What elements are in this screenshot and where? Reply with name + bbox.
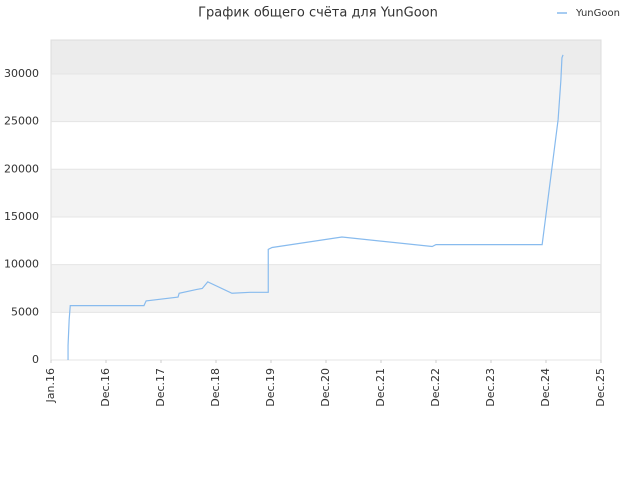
x-tick-label: Jan.16: [44, 368, 57, 403]
x-tick-label: Dec.21: [374, 368, 387, 407]
y-tick-label: 5000: [11, 305, 39, 318]
y-tick-label: 20000: [4, 162, 39, 175]
y-tick-label: 15000: [4, 210, 39, 223]
grid-band: [51, 264, 601, 313]
y-tick-label: 0: [32, 353, 39, 366]
x-tick-label: Dec.17: [154, 368, 167, 407]
x-tick-label: Dec.19: [264, 368, 277, 407]
x-tick-label: Dec.24: [539, 368, 552, 407]
x-tick-label: Dec.18: [209, 368, 222, 407]
series-line: [67, 54, 564, 360]
x-tick-label: Dec.23: [484, 368, 497, 407]
x-tick-label: Dec.22: [429, 368, 442, 407]
x-tick-label: Dec.16: [99, 368, 112, 407]
grid-band: [51, 312, 601, 360]
chart-title: График общего счёта для YunGoon: [198, 6, 438, 21]
grid-band: [51, 73, 601, 122]
x-tick-label: Dec.20: [319, 368, 332, 407]
y-tick-label: 25000: [4, 115, 39, 128]
legend-label: YunGoon: [575, 8, 620, 19]
grid-band: [51, 40, 601, 74]
grid-band: [51, 216, 601, 265]
x-tick-label: Dec.25: [594, 368, 607, 407]
grid-band: [51, 121, 601, 170]
y-tick-label: 10000: [4, 258, 39, 271]
y-tick-label: 30000: [4, 67, 39, 80]
grid-band: [51, 169, 601, 217]
